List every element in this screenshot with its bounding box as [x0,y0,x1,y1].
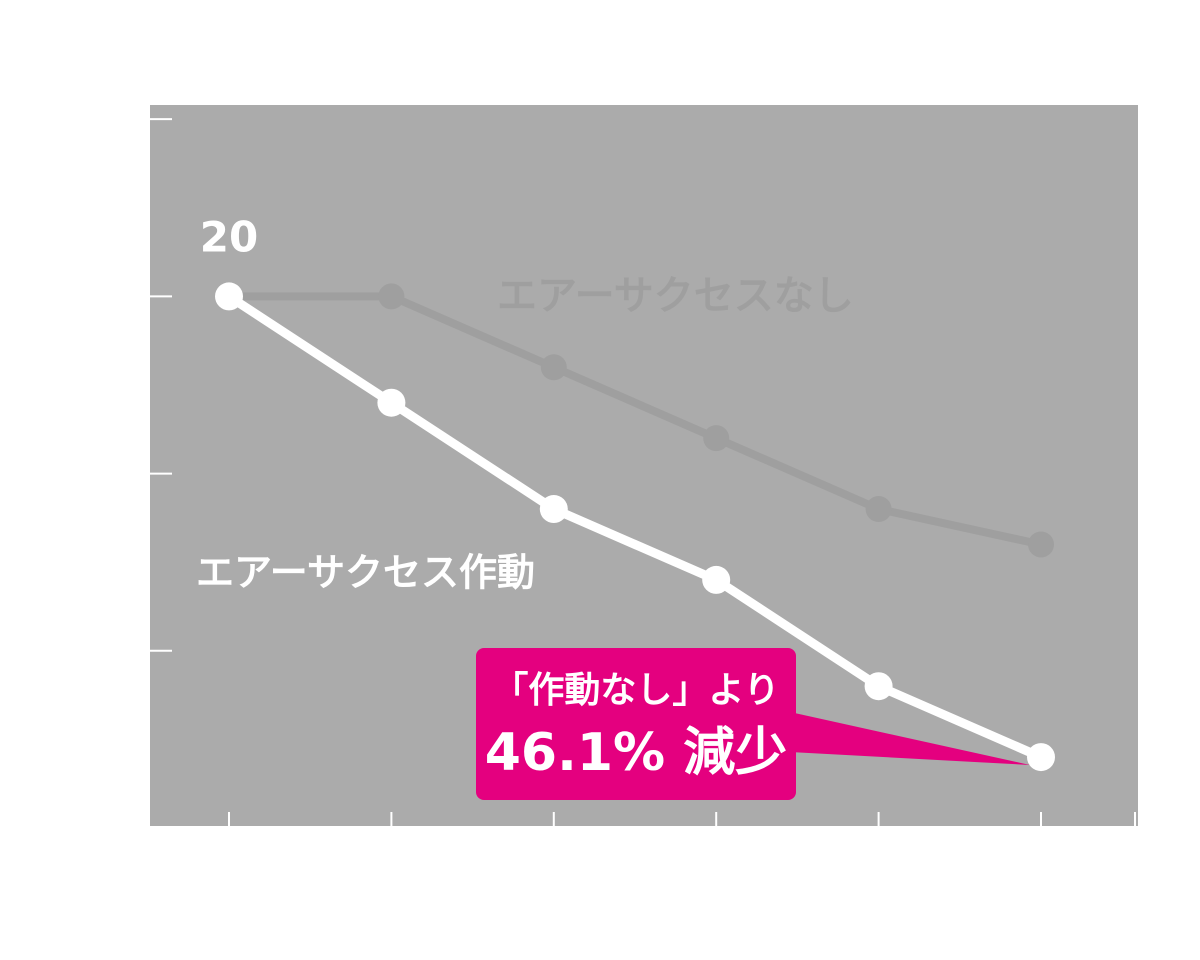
point [1028,531,1054,558]
point [1027,743,1055,772]
point [864,672,893,701]
series-line [229,292,1042,549]
callout-text: 46.1% 減少 [485,723,788,783]
data-label: 20 [200,213,258,262]
callout-box [476,648,796,800]
point [378,283,405,310]
point [702,565,731,594]
callout-pointer [790,712,1030,765]
point [377,388,406,417]
series-label: エアーサクセスなし [497,273,854,319]
callout-text: 「作動なし」より [492,670,779,711]
series-label: エアーサクセス作動 [196,551,535,595]
point [540,354,567,381]
series-line [226,292,1043,762]
point [215,282,243,311]
point [539,495,568,524]
point [703,425,730,452]
point [865,496,892,523]
